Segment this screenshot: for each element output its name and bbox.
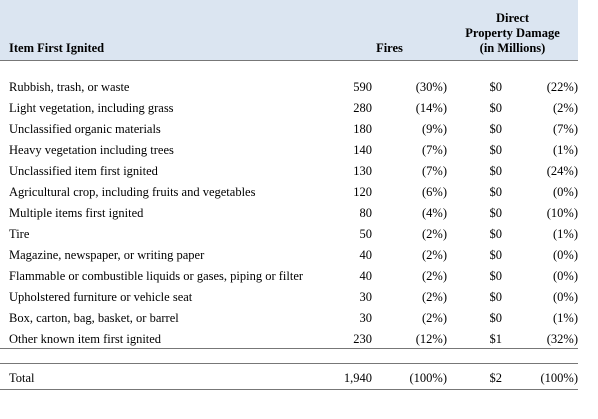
- fires-pct-cell: (100%): [372, 363, 447, 390]
- header-item: Item First Ignited: [0, 0, 322, 61]
- fires-pct-cell: (7%): [422, 143, 447, 157]
- table-row: Unclassified item first ignited 130 (7%) $0…: [0, 159, 578, 180]
- damage-cell: $0: [489, 143, 503, 157]
- header-fires: Fires: [322, 0, 447, 61]
- item-cell: Flammable or combustible liquids or gase…: [9, 269, 304, 283]
- fires-cell: 80: [359, 206, 373, 220]
- damage-pct-cell: (1%): [553, 227, 578, 241]
- fires-pct-cell: (30%): [415, 80, 447, 94]
- fires-cell: 40: [359, 248, 373, 262]
- damage-pct-cell: (1%): [553, 143, 578, 157]
- damage-pct-cell: (1%): [553, 311, 578, 325]
- damage-cell: $0: [489, 122, 503, 136]
- damage-cell: $0: [489, 164, 503, 178]
- fires-cell: 590: [353, 80, 372, 94]
- fires-pct-cell: (2%): [422, 227, 447, 241]
- item-cell: Heavy vegetation including trees: [9, 143, 174, 157]
- table-row: Rubbish, trash, or waste 590 (30%) $0 (22%): [0, 75, 578, 96]
- table-row: Heavy vegetation including trees 140 (7%) $…: [0, 138, 578, 159]
- fires-cell: 280: [353, 101, 372, 115]
- damage-pct-cell: (22%): [546, 80, 578, 94]
- fires-cell: 130: [353, 164, 372, 178]
- fire-table: Item First Ignited Fires Direct Property…: [0, 0, 578, 390]
- damage-cell: $0: [489, 206, 503, 220]
- damage-pct-cell: (24%): [546, 164, 578, 178]
- item-cell: Multiple items first ignited: [9, 206, 144, 220]
- item-cell: Total: [0, 363, 322, 390]
- item-cell: Tire: [9, 227, 30, 241]
- header-damage: Direct Property Damage (in Millions): [447, 0, 578, 61]
- fires-pct-cell: (14%): [415, 101, 447, 115]
- fires-pct-cell: (12%): [372, 327, 447, 349]
- item-cell: Magazine, newspaper, or writing paper: [9, 248, 205, 262]
- fires-cell: 30: [359, 290, 373, 304]
- damage-cell: $0: [489, 269, 503, 283]
- damage-cell: $2: [447, 363, 502, 390]
- damage-cell: $0: [489, 80, 503, 94]
- table-row: Agricultural crop, including fruits and …: [0, 180, 578, 201]
- damage-pct-cell: (2%): [553, 101, 578, 115]
- item-cell: Rubbish, trash, or waste: [9, 80, 130, 94]
- fires-cell: 30: [359, 311, 373, 325]
- fires-pct-cell: (2%): [422, 248, 447, 262]
- item-cell: Agricultural crop, including fruits and …: [9, 185, 256, 199]
- fires-cell: 40: [359, 269, 373, 283]
- fires-pct-cell: (2%): [422, 269, 447, 283]
- item-cell: Light vegetation, including grass: [9, 101, 174, 115]
- fires-cell: 180: [353, 122, 372, 136]
- fires-pct-cell: (2%): [422, 311, 447, 325]
- damage-pct-cell: (100%): [502, 363, 578, 390]
- table-row: Unclassified organic materials 180 (9%) $0 (…: [0, 117, 578, 138]
- damage-pct-cell: (0%): [553, 269, 578, 283]
- spacer-row: [0, 61, 578, 76]
- fires-cell: 120: [353, 185, 372, 199]
- table-row: Other known item first ignited 230 (12%) $1…: [0, 327, 578, 349]
- table-row: Upholstered furniture or vehicle seat 30 (…: [0, 285, 578, 306]
- fires-pct-cell: (4%): [422, 206, 447, 220]
- fires-cell: 140: [353, 143, 372, 157]
- spacer-row: [0, 349, 578, 364]
- fires-cell: 50: [359, 227, 373, 241]
- damage-cell: $0: [489, 101, 503, 115]
- damage-cell: $0: [489, 311, 503, 325]
- table-row: Magazine, newspaper, or writing paper 40 (…: [0, 243, 578, 264]
- damage-cell: $1: [447, 327, 502, 349]
- header-row: Item First Ignited Fires Direct Property…: [0, 0, 578, 61]
- damage-cell: $0: [489, 290, 503, 304]
- table-row: Light vegetation, including grass 280 (14%…: [0, 96, 578, 117]
- fires-cell: 1,940: [322, 363, 372, 390]
- damage-pct-cell: (32%): [502, 327, 578, 349]
- header-damage-line: Property Damage: [465, 26, 560, 40]
- damage-pct-cell: (10%): [546, 206, 578, 220]
- table-row: Multiple items first ignited 80 (4%) $0 (10%…: [0, 201, 578, 222]
- damage-pct-cell: (7%): [553, 122, 578, 136]
- fires-pct-cell: (9%): [422, 122, 447, 136]
- damage-cell: $0: [489, 227, 503, 241]
- item-cell: Unclassified item first ignited: [9, 164, 158, 178]
- table-body: Rubbish, trash, or waste 590 (30%) $0 (22%) L…: [0, 61, 578, 390]
- item-cell: Box, carton, bag, basket, or barrel: [9, 311, 179, 325]
- header-damage-line: (in Millions): [479, 41, 546, 55]
- item-cell: Other known item first ignited: [0, 327, 322, 349]
- damage-pct-cell: (0%): [553, 185, 578, 199]
- fires-pct-cell: (2%): [422, 290, 447, 304]
- item-cell: Unclassified organic materials: [9, 122, 161, 136]
- fires-pct-cell: (6%): [422, 185, 447, 199]
- fires-pct-cell: (7%): [422, 164, 447, 178]
- damage-cell: $0: [489, 185, 503, 199]
- fires-cell: 230: [322, 327, 372, 349]
- table-row: Flammable or combustible liquids or gase…: [0, 264, 578, 285]
- spacer-cell: [0, 349, 322, 364]
- table-row: Total 1,940 (100%) $2 (100%): [0, 363, 578, 390]
- damage-pct-cell: (0%): [553, 290, 578, 304]
- table-row: Tire 50 (2%) $0 (1%): [0, 222, 578, 243]
- spacer-cell: [0, 61, 322, 76]
- item-cell: Upholstered furniture or vehicle seat: [9, 290, 193, 304]
- damage-cell: $0: [489, 248, 503, 262]
- header-damage-line: Direct: [495, 11, 530, 25]
- table-row: Box, carton, bag, basket, or barrel 30 (2%…: [0, 306, 578, 327]
- damage-pct-cell: (0%): [553, 248, 578, 262]
